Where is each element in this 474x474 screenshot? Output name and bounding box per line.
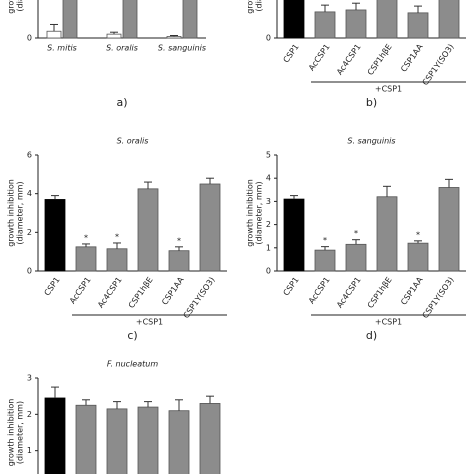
bar bbox=[168, 250, 190, 272]
bar bbox=[62, 0, 78, 39]
y-tick-label: 6 bbox=[27, 151, 32, 160]
bar bbox=[75, 404, 97, 474]
bar bbox=[106, 408, 128, 474]
bar bbox=[137, 188, 159, 272]
y-axis-title: (diameter, mm) bbox=[16, 181, 25, 244]
bar bbox=[283, 198, 305, 272]
y-axis-title: growth inhibition bbox=[7, 399, 16, 467]
bar bbox=[44, 397, 66, 474]
bar bbox=[438, 0, 460, 39]
y-tick-label: 4 bbox=[27, 189, 32, 198]
y-tick-label: 0 bbox=[27, 267, 32, 276]
y-tick-label: 2 bbox=[27, 410, 32, 419]
x-tick-label: CSP1hβE bbox=[366, 275, 394, 309]
significance-marker: * bbox=[323, 236, 327, 245]
significance-marker: * bbox=[177, 236, 181, 245]
x-tick-label: CSP1hβE bbox=[366, 42, 394, 76]
panel-label: c) bbox=[127, 329, 137, 342]
chart-title: S. sanguinis bbox=[347, 137, 395, 146]
bar bbox=[46, 30, 62, 39]
y-axis-title: (diameter, mm) bbox=[255, 0, 264, 12]
chart-title: S. oralis bbox=[117, 137, 149, 146]
group-label: +CSP1 bbox=[375, 85, 402, 94]
bar bbox=[106, 248, 128, 272]
significance-marker: * bbox=[416, 230, 420, 239]
x-tick-label: AcCSP1 bbox=[307, 42, 332, 72]
group-label: +CSP1 bbox=[136, 318, 163, 327]
y-tick-label: 0 bbox=[266, 267, 271, 276]
bar bbox=[75, 246, 97, 272]
y-tick-label: 0 bbox=[266, 34, 271, 43]
y-axis-title: (diameter, mm) bbox=[16, 0, 25, 12]
y-tick-label: 5 bbox=[266, 151, 271, 160]
bar bbox=[407, 242, 429, 272]
x-tick-label: S. mitis bbox=[47, 44, 77, 53]
significance-marker: * bbox=[84, 233, 88, 242]
bar bbox=[137, 406, 159, 474]
x-tick-label: Ac4CSP1 bbox=[335, 42, 363, 76]
bar bbox=[44, 199, 66, 272]
bar bbox=[314, 11, 336, 39]
bar bbox=[376, 0, 398, 39]
bar bbox=[199, 183, 221, 272]
y-tick-label: 1 bbox=[266, 243, 271, 252]
bar bbox=[199, 403, 221, 474]
x-tick-label: CSP1AA bbox=[399, 275, 425, 307]
y-axis-title: (diameter, mm) bbox=[255, 181, 264, 244]
y-axis-title: growth inhibition bbox=[7, 179, 16, 247]
x-tick-label: AcCSP1 bbox=[307, 275, 332, 305]
bar bbox=[283, 0, 305, 39]
x-tick-label: CSP1hβE bbox=[127, 275, 155, 309]
group-label: +CSP1 bbox=[375, 318, 402, 327]
bar bbox=[438, 187, 460, 272]
bar bbox=[106, 33, 122, 39]
bar bbox=[314, 249, 336, 272]
significance-marker: * bbox=[354, 229, 358, 238]
chart-title: F. nucleatum bbox=[107, 360, 158, 369]
bar bbox=[345, 9, 367, 39]
x-tick-label: Ac4CSP1 bbox=[335, 275, 363, 309]
x-tick-label: CSP1 bbox=[43, 275, 62, 297]
x-tick-label: CSP1AA bbox=[160, 275, 186, 307]
y-tick-label: 2 bbox=[266, 220, 271, 229]
y-axis-title: (diameter, mm) bbox=[16, 401, 25, 464]
bar bbox=[407, 12, 429, 39]
bar bbox=[345, 243, 367, 272]
bar bbox=[122, 0, 138, 39]
y-tick-label: 4 bbox=[266, 174, 271, 183]
bar bbox=[376, 196, 398, 272]
x-tick-label: S. oralis bbox=[106, 44, 138, 53]
x-tick-label: CSP1AA bbox=[399, 42, 425, 74]
x-tick-label: AcCSP1 bbox=[68, 275, 93, 305]
y-tick-label: 1 bbox=[27, 446, 32, 455]
significance-marker: * bbox=[115, 232, 119, 241]
y-axis-title: growth inhibition bbox=[7, 0, 16, 14]
y-tick-label: 3 bbox=[266, 197, 271, 206]
x-tick-label: CSP1Y(SO3) bbox=[421, 275, 456, 320]
x-tick-label: CSP1 bbox=[282, 42, 301, 64]
x-tick-label: CSP1Y(SO3) bbox=[182, 275, 217, 320]
x-tick-label: CSP1Y(SO3) bbox=[421, 42, 456, 87]
bar bbox=[166, 36, 182, 39]
panel-label: a) bbox=[116, 96, 127, 109]
y-axis-title: growth inhibition bbox=[246, 179, 255, 247]
x-tick-label: CSP1 bbox=[282, 275, 301, 297]
y-tick-label: 3 bbox=[27, 374, 32, 383]
x-tick-label: S. sanguinis bbox=[158, 44, 206, 53]
y-axis-title: growth inhibition bbox=[246, 0, 255, 14]
y-tick-label: 2 bbox=[27, 228, 32, 237]
panel-label: d) bbox=[366, 329, 377, 342]
y-tick-label: 0 bbox=[27, 34, 32, 43]
x-tick-label: Ac4CSP1 bbox=[96, 275, 124, 309]
bar bbox=[182, 0, 198, 39]
bar bbox=[168, 410, 190, 474]
panel-label: b) bbox=[366, 96, 377, 109]
